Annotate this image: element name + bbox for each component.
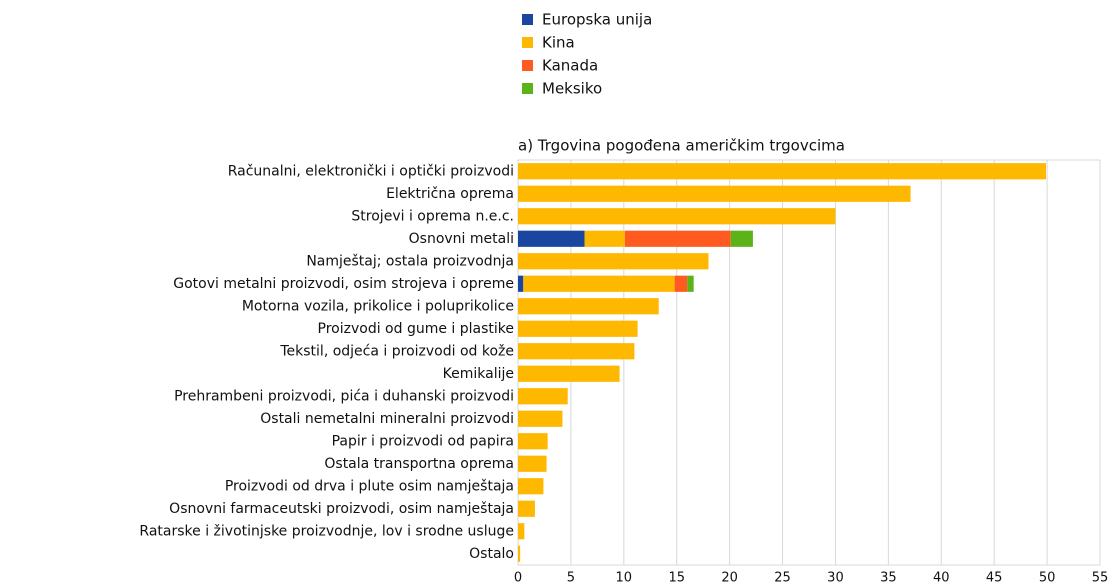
bar-segment bbox=[518, 298, 659, 315]
legend-swatch bbox=[522, 60, 533, 71]
legend-label: Meksiko bbox=[542, 80, 602, 98]
bar-segment bbox=[518, 455, 547, 472]
bar-segment bbox=[518, 185, 911, 202]
y-tick-label: Ostala transportna oprema bbox=[324, 456, 514, 472]
bar-segment bbox=[518, 343, 635, 360]
x-tick-label: 20 bbox=[721, 571, 738, 585]
bar-segment bbox=[523, 275, 675, 292]
x-tick-label: 30 bbox=[827, 571, 844, 585]
x-tick-label: 35 bbox=[880, 571, 897, 585]
bar-segment bbox=[518, 545, 521, 562]
y-tick-label: Ostalo bbox=[469, 546, 514, 562]
bar-segment bbox=[518, 275, 524, 292]
legend-swatch bbox=[522, 83, 533, 94]
bar-segment bbox=[518, 500, 535, 517]
x-tick-label: 50 bbox=[1039, 571, 1056, 585]
bar-segment bbox=[518, 365, 620, 382]
y-tick-label: Papir i proizvodi od papira bbox=[332, 433, 514, 449]
x-tick-label: 25 bbox=[774, 571, 791, 585]
x-tick-label: 45 bbox=[986, 571, 1003, 585]
bar-segment bbox=[518, 208, 836, 225]
bar-segment bbox=[518, 433, 548, 450]
x-tick-label: 0 bbox=[514, 571, 522, 585]
y-tick-label: Ostali nemetalni mineralni proizvodi bbox=[260, 411, 514, 427]
y-tick-label: Računalni, elektronički i optički proizv… bbox=[228, 163, 514, 179]
y-tick-label: Osnovni farmaceutski proizvodi, osim nam… bbox=[169, 501, 514, 517]
y-tick-label: Gotovi metalni proizvodi, osim strojeva … bbox=[173, 276, 514, 292]
y-tick-label: Kemikalije bbox=[443, 366, 514, 382]
y-tick-label: Proizvodi od drva i plute osim namještaj… bbox=[225, 478, 514, 494]
y-tick-label: Ratarske i životinjske proizvodnje, lov … bbox=[139, 523, 514, 539]
bar-segment bbox=[674, 275, 688, 292]
x-tick-label: 55 bbox=[1092, 571, 1109, 585]
bar-segment bbox=[518, 410, 563, 427]
chart-title: a) Trgovina pogođena američkim trgovcima bbox=[518, 137, 845, 155]
y-tick-label: Namještaj; ostala proizvodnja bbox=[306, 253, 514, 269]
legend-label: Kina bbox=[542, 34, 575, 52]
legend-label: Europska unija bbox=[542, 11, 652, 29]
bar-segment bbox=[584, 230, 625, 247]
bar-segment bbox=[518, 478, 544, 495]
legend-label: Kanada bbox=[542, 57, 598, 75]
legend-swatch bbox=[522, 37, 533, 48]
bar-segment bbox=[518, 388, 568, 405]
x-tick-label: 5 bbox=[567, 571, 575, 585]
y-tick-label: Osnovni metali bbox=[409, 231, 514, 247]
bar-segment bbox=[687, 275, 694, 292]
y-tick-label: Električna oprema bbox=[386, 186, 514, 202]
bar-segment bbox=[624, 230, 731, 247]
bar-segment bbox=[518, 523, 525, 540]
x-tick-label: 40 bbox=[933, 571, 950, 585]
bar-segment bbox=[518, 320, 638, 337]
bar-segment bbox=[518, 163, 1047, 180]
y-tick-label: Motorna vozila, prikolice i poluprikolic… bbox=[242, 298, 514, 314]
bar-segment bbox=[730, 230, 753, 247]
bar-segment bbox=[518, 253, 709, 270]
legend-swatch bbox=[522, 14, 533, 25]
y-tick-label: Prehrambeni proizvodi, pića i duhanski p… bbox=[174, 388, 514, 404]
plot-border bbox=[517, 159, 1101, 566]
y-tick-label: Strojevi i oprema n.e.c. bbox=[351, 208, 514, 224]
y-tick-label: Tekstil, odjeća i proizvodi od kože bbox=[279, 343, 514, 359]
x-tick-label: 15 bbox=[668, 571, 685, 585]
x-tick-label: 10 bbox=[616, 571, 633, 585]
bar-segment bbox=[518, 230, 585, 247]
y-tick-label: Proizvodi od gume i plastike bbox=[318, 321, 514, 337]
